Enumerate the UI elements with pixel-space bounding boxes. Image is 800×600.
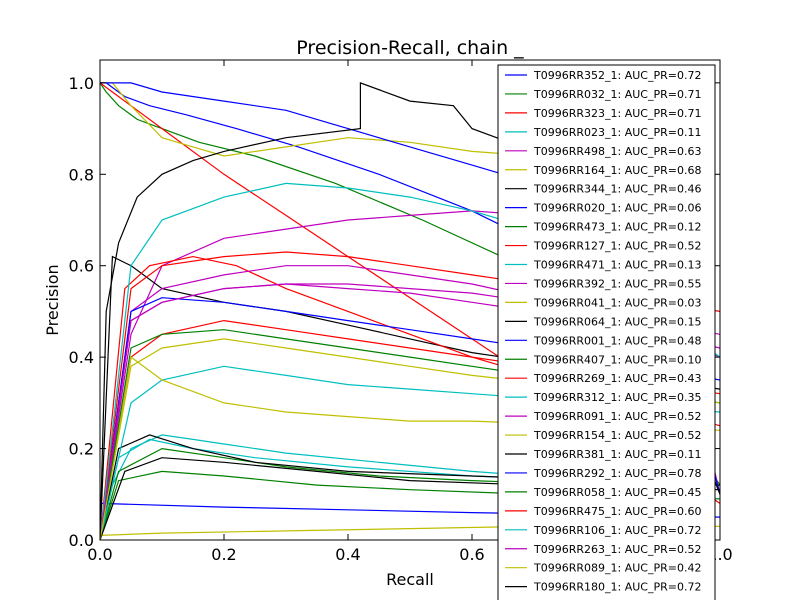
x-tick-label: 0.2 <box>211 545 236 564</box>
legend-label-25: T0996RR106_1: AUC_PR=0.72 <box>533 524 701 537</box>
legend-label-28: T0996RR180_1: AUC_PR=0.72 <box>533 581 701 594</box>
legend-label-2: T0996RR032_1: AUC_PR=0.71 <box>533 88 701 101</box>
legend-label-8: T0996RR020_1: AUC_PR=0.06 <box>533 202 701 215</box>
y-tick-label: 0.6 <box>69 257 94 276</box>
legend-label-16: T0996RR407_1: AUC_PR=0.10 <box>533 353 701 366</box>
legend-box <box>497 64 716 600</box>
legend-label-20: T0996RR154_1: AUC_PR=0.52 <box>533 429 701 442</box>
legend-label-13: T0996RR041_1: AUC_PR=0.03 <box>533 296 701 309</box>
legend-label-10: T0996RR127_1: AUC_PR=0.52 <box>533 240 701 253</box>
y-axis-label: Precision <box>43 264 62 335</box>
y-tick-label: 0.2 <box>69 440 94 459</box>
x-tick-label: 0.6 <box>459 545 484 564</box>
legend-label-26: T0996RR263_1: AUC_PR=0.52 <box>533 543 701 556</box>
legend-label-22: T0996RR292_1: AUC_PR=0.78 <box>533 467 701 480</box>
legend-label-1: T0996RR352_1: AUC_PR=0.72 <box>533 69 701 82</box>
legend-label-18: T0996RR312_1: AUC_PR=0.35 <box>533 391 701 404</box>
y-tick-label: 0.8 <box>69 165 94 184</box>
legend-label-11: T0996RR471_1: AUC_PR=0.13 <box>533 259 701 272</box>
plot-frame <box>99 59 721 541</box>
y-tick-label: 0.0 <box>69 531 94 550</box>
legend-label-4: T0996RR023_1: AUC_PR=0.11 <box>533 126 701 139</box>
x-tick-label: 0.4 <box>335 545 360 564</box>
legend-label-21: T0996RR381_1: AUC_PR=0.11 <box>533 448 701 461</box>
x-tick-label: 0.0 <box>87 545 112 564</box>
legend-label-27: T0996RR089_1: AUC_PR=0.42 <box>533 562 701 575</box>
legend-label-23: T0996RR058_1: AUC_PR=0.45 <box>533 486 701 499</box>
y-tick-label: 0.4 <box>69 348 94 367</box>
legend-label-24: T0996RR475_1: AUC_PR=0.60 <box>533 505 701 518</box>
legend: T0996RR352_1: AUC_PR=0.72 T0996RR032_1: A… <box>497 64 716 600</box>
legend-label-3: T0996RR323_1: AUC_PR=0.71 <box>533 107 701 120</box>
legend-label-9: T0996RR473_1: AUC_PR=0.12 <box>533 221 701 234</box>
y-tick-label: 1.0 <box>69 74 94 93</box>
chart-title: Precision-Recall, chain _ <box>296 37 524 59</box>
legend-label-19: T0996RR091_1: AUC_PR=0.52 <box>533 410 701 423</box>
legend-label-12: T0996RR392_1: AUC_PR=0.55 <box>533 277 701 290</box>
legend-label-6: T0996RR164_1: AUC_PR=0.68 <box>533 164 701 177</box>
x-axis-label: Recall <box>386 570 434 589</box>
legend-label-14: T0996RR064_1: AUC_PR=0.15 <box>533 315 701 328</box>
legend-label-5: T0996RR498_1: AUC_PR=0.63 <box>533 145 701 158</box>
legend-label-17: T0996RR269_1: AUC_PR=0.43 <box>533 372 701 385</box>
legend-label-7: T0996RR344_1: AUC_PR=0.46 <box>533 183 701 196</box>
legend-label-15: T0996RR001_1: AUC_PR=0.48 <box>533 334 701 347</box>
